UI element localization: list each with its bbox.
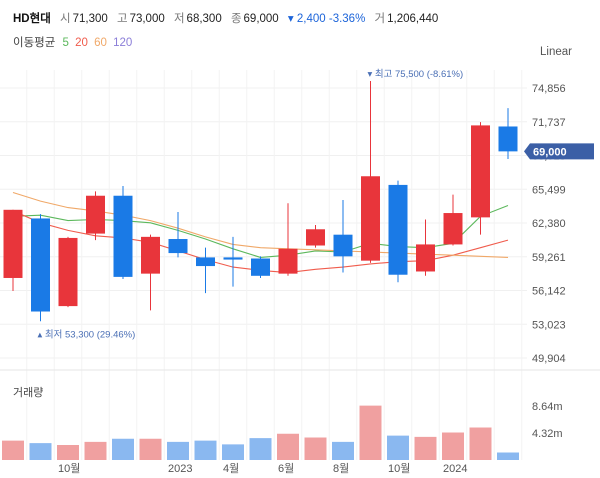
time-axis-label: 4월 bbox=[223, 462, 239, 475]
volume-bar bbox=[222, 444, 244, 460]
price-tick-label: 59,261 bbox=[532, 252, 566, 264]
current-price-tag bbox=[524, 143, 594, 160]
candle-body bbox=[31, 218, 50, 312]
low-label: 저 bbox=[173, 13, 185, 25]
stock-name: HD현대 bbox=[13, 13, 51, 25]
candle-body bbox=[223, 257, 243, 260]
volume-bar bbox=[57, 445, 79, 460]
volume-bar bbox=[84, 441, 107, 460]
price-tick-label: 74,856 bbox=[532, 83, 566, 95]
volume-bar bbox=[29, 443, 52, 460]
candle-body bbox=[443, 213, 463, 245]
volume-bar bbox=[414, 436, 437, 460]
volume-bar bbox=[332, 441, 354, 460]
candle-body bbox=[141, 236, 160, 274]
time-axis-label: 10월 bbox=[388, 462, 410, 475]
low-value: 68,300 bbox=[186, 13, 222, 25]
time-axis-label: 6월 bbox=[278, 462, 294, 475]
volume-bar bbox=[497, 452, 519, 460]
candle-body bbox=[416, 244, 435, 272]
ma-period-5: 5 bbox=[62, 37, 69, 49]
volume-bar bbox=[469, 427, 492, 460]
ma-period-60: 60 bbox=[94, 37, 107, 49]
ma-period-120: 120 bbox=[113, 37, 133, 49]
time-axis-label: 10월 bbox=[58, 462, 80, 475]
current-price-label: 69,000 bbox=[533, 146, 567, 158]
price-tick-label: 62,380 bbox=[532, 218, 566, 230]
low-annotation: ▴ 최저 53,300 (29.46%) bbox=[38, 329, 136, 340]
price-tick-label: 53,023 bbox=[532, 319, 566, 331]
candle-body bbox=[498, 126, 518, 152]
volume-bar bbox=[249, 438, 272, 460]
volume-tick-label: 4.32m bbox=[532, 428, 563, 440]
high-label: 고 bbox=[116, 13, 128, 25]
price-tick-label: 56,142 bbox=[532, 286, 566, 298]
volume-bar bbox=[112, 438, 134, 460]
volume-title: 거래량 bbox=[13, 386, 43, 399]
open-label: 시 bbox=[59, 13, 71, 25]
volume-bar bbox=[304, 437, 327, 460]
candle-body bbox=[251, 258, 270, 276]
time-axis-label: 2023 bbox=[168, 463, 192, 475]
volume-bar bbox=[167, 441, 189, 460]
price-tick-label: 71,737 bbox=[532, 117, 566, 129]
close-label: 종 bbox=[230, 13, 242, 25]
candle-body bbox=[58, 237, 78, 307]
high-annotation: ▾ 최고 75,500 (-8.61%) bbox=[368, 69, 464, 80]
candle-body bbox=[278, 248, 298, 274]
volume-bar bbox=[2, 440, 24, 460]
close-value: 69,000 bbox=[243, 13, 279, 25]
high-value: 73,000 bbox=[129, 13, 165, 25]
change-value: ▾ 2,400 -3.36% bbox=[287, 13, 366, 25]
candle-body bbox=[168, 239, 188, 254]
price-tick-label: 49,904 bbox=[532, 353, 566, 365]
moving-average-legend[interactable]: 이동평균 5 20 60 120 bbox=[13, 34, 135, 50]
candle-body bbox=[388, 184, 408, 275]
price-tick-label: 65,499 bbox=[532, 184, 566, 196]
ma-title: 이동평균 bbox=[13, 37, 56, 49]
volume-label: 거 bbox=[374, 13, 386, 25]
volume-bar bbox=[359, 405, 382, 460]
ma-period-20: 20 bbox=[75, 37, 88, 49]
open-value: 71,300 bbox=[72, 13, 108, 25]
candle-body bbox=[471, 125, 490, 218]
volume-tick-label: 8.64m bbox=[532, 401, 563, 413]
time-axis-label: 2024 bbox=[443, 463, 467, 475]
volume-bar bbox=[277, 433, 299, 460]
candle-body bbox=[361, 176, 380, 261]
time-axis-label: 8월 bbox=[333, 462, 349, 475]
candle-body bbox=[333, 234, 353, 257]
price-header: HD현대 시 71,300 고 73,000 저 68,300 종 69,000 ▾ 2… bbox=[13, 10, 444, 26]
candle-body bbox=[113, 195, 133, 277]
candle-body bbox=[196, 257, 215, 267]
candle-body bbox=[306, 229, 325, 246]
volume-value: 1,206,440 bbox=[387, 13, 439, 25]
candle-body bbox=[86, 195, 105, 234]
scale-toggle[interactable]: Linear bbox=[540, 46, 572, 58]
volume-bar bbox=[139, 438, 162, 460]
candle-body bbox=[3, 209, 23, 278]
volume-bar bbox=[194, 440, 217, 460]
volume-bar bbox=[387, 435, 409, 460]
volume-bar bbox=[442, 432, 464, 460]
